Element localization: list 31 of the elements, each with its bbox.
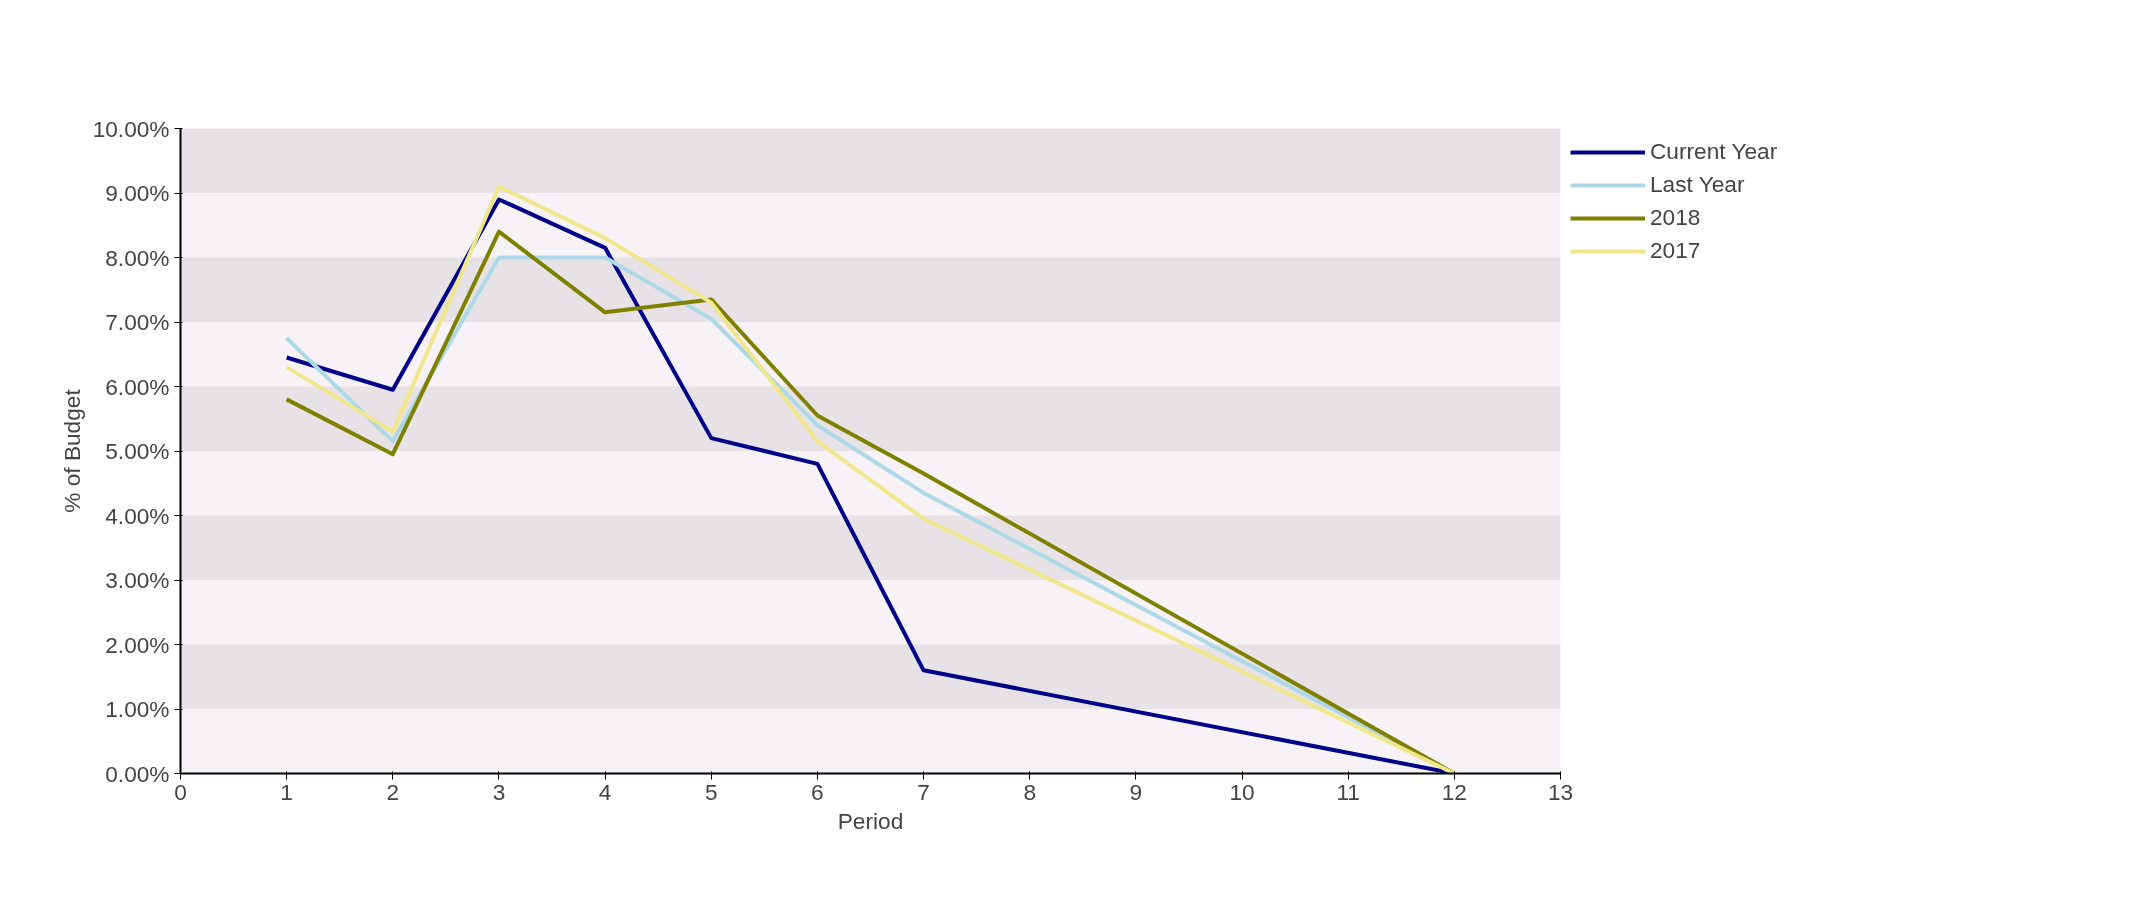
x-tick-label: 4 bbox=[598, 778, 612, 805]
x-tick-label: 13 bbox=[1547, 778, 1574, 805]
x-tick-label: 11 bbox=[1336, 778, 1360, 805]
x-tick-label: 3 bbox=[492, 778, 506, 805]
y-tick-label: 8.00% bbox=[105, 244, 170, 271]
y-tick-label: 9.00% bbox=[105, 180, 170, 206]
y-tick-label: 7.00% bbox=[105, 309, 170, 335]
x-tick-label: 1 bbox=[280, 778, 293, 805]
y-tick-label: 4.00% bbox=[105, 502, 170, 529]
x-tick-label: 7 bbox=[917, 778, 930, 805]
y-tick-label: 3.00% bbox=[105, 567, 170, 593]
legend-label: Last Year bbox=[1650, 171, 1745, 198]
x-tick-label: 0 bbox=[174, 778, 187, 805]
y-axis-title: % of Budget bbox=[58, 388, 85, 513]
x-tick-label: 12 bbox=[1441, 778, 1467, 805]
legend-label: 2017 bbox=[1650, 237, 1701, 264]
legend-label: Current Year bbox=[1650, 138, 1778, 165]
x-tick-label: 2 bbox=[386, 778, 400, 805]
x-axis-title: Period bbox=[837, 807, 904, 834]
x-tick-label: 6 bbox=[811, 778, 824, 805]
y-tick-label: 0.00% bbox=[105, 760, 170, 787]
y-tick-label: 1.00% bbox=[105, 696, 170, 722]
x-tick-label: 10 bbox=[1229, 778, 1255, 805]
y-tick-label: 10.00% bbox=[92, 115, 170, 142]
y-tick-label: 2.00% bbox=[105, 631, 170, 658]
y-tick-label: 5.00% bbox=[105, 438, 170, 464]
x-tick-label: 8 bbox=[1023, 778, 1037, 805]
legend-label: 2018 bbox=[1650, 204, 1701, 231]
x-tick-label: 5 bbox=[704, 778, 718, 805]
y-tick-label: 6.00% bbox=[105, 373, 170, 400]
x-tick-label: 9 bbox=[1129, 778, 1143, 805]
